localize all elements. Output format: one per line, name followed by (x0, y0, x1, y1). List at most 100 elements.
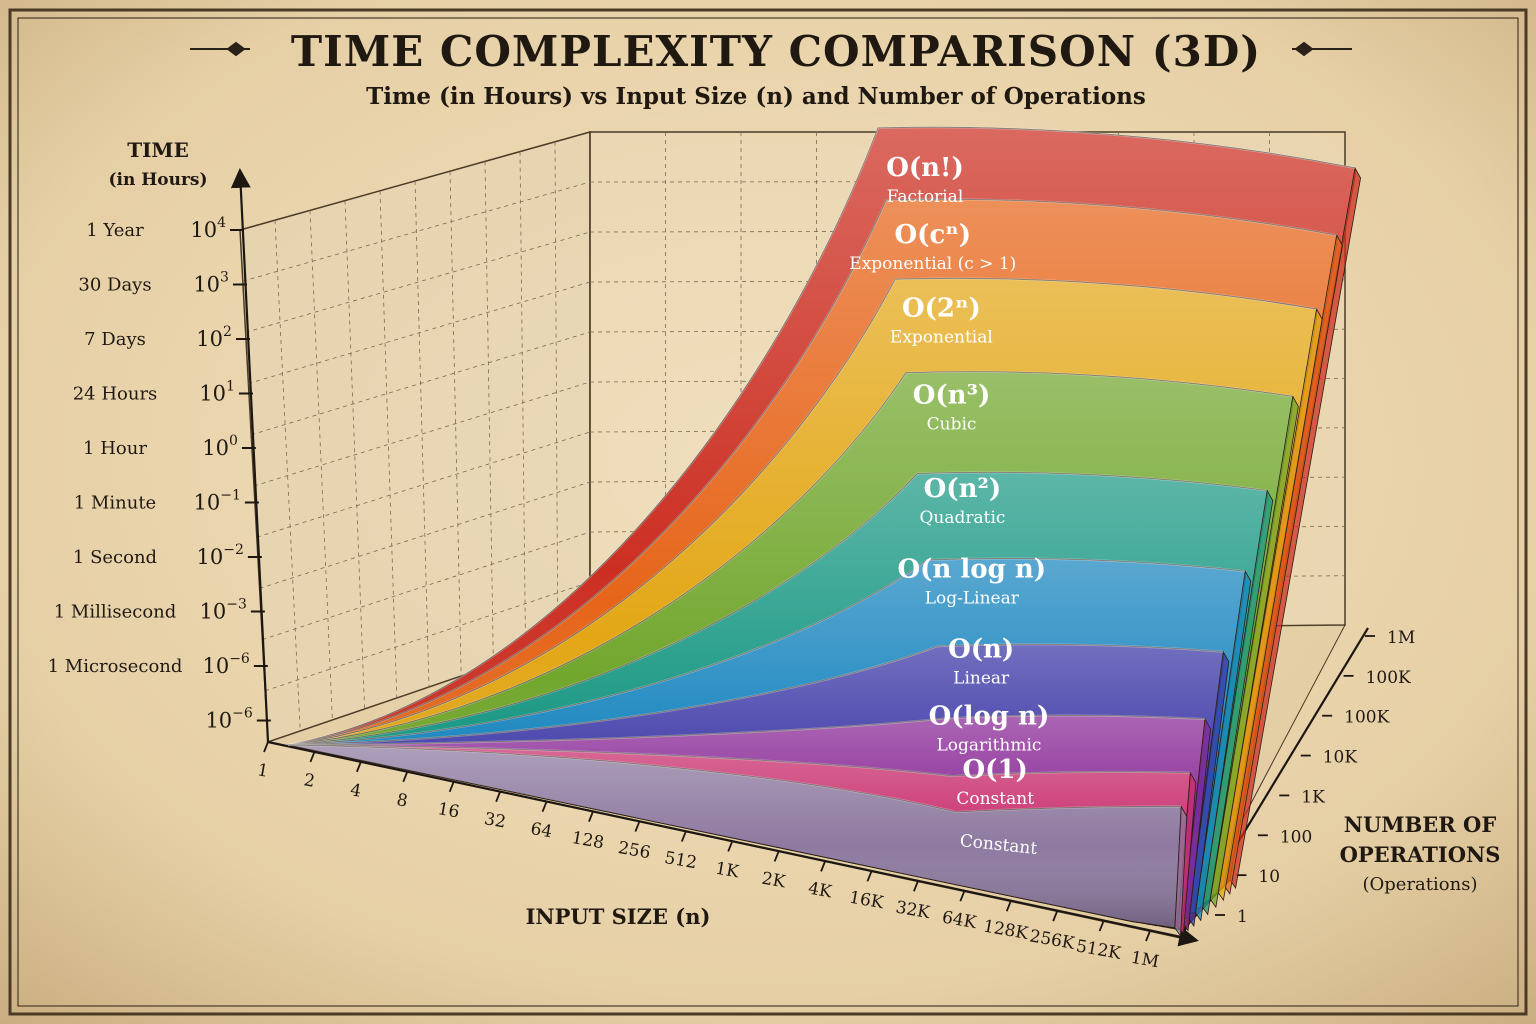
series-name: Cubic (927, 414, 977, 434)
y-tick-name: 30 Days (78, 275, 151, 296)
grid-line (245, 231, 591, 333)
series-notation: O(n log n) (898, 554, 1047, 584)
y-tick-name: 7 Days (84, 329, 146, 350)
grid-line (259, 481, 591, 589)
x-tick-mark (866, 870, 873, 882)
y-axis-line (230, 168, 270, 743)
x-tick-label: 4 (349, 780, 363, 802)
ribbon-side (1201, 489, 1274, 916)
grid-line (309, 210, 333, 721)
series-notation: O(n²) (924, 474, 1002, 504)
title-flourish-right (1292, 41, 1352, 57)
x-axis-title: INPUT SIZE (n) (526, 904, 711, 929)
z-tick-label: 10 (1258, 867, 1280, 887)
ribbon-shade (288, 745, 1182, 928)
ribbon-side (1194, 569, 1252, 922)
x-tick-mark (1052, 910, 1058, 922)
z-axis-title-line1: NUMBER OF (1344, 812, 1497, 837)
x-tick-mark (820, 861, 826, 872)
series-name: Factorial (887, 187, 964, 207)
y-tick-value: 101 (199, 379, 235, 406)
y-tick-value: 10−3 (199, 597, 246, 624)
x-tick-label: 1 (256, 760, 270, 782)
ribbon-edge (287, 557, 1246, 746)
z-tick-label: 10K (1323, 748, 1358, 768)
series-name: Exponential (c > 1) (849, 254, 1016, 274)
series-name: Constant (956, 789, 1034, 809)
x-tick-mark (913, 880, 919, 892)
z-tick-label: 100 (1280, 827, 1312, 847)
y-tick-name: 1 Hour (83, 438, 147, 459)
x-tick-mark (495, 791, 501, 803)
x-tick-mark (448, 781, 455, 793)
series-notation: O(n!) (886, 153, 964, 183)
x-tick-mark (680, 831, 687, 842)
x-tick-label: 8 (395, 790, 409, 812)
x-tick-mark (1098, 920, 1105, 932)
ribbon-side (1209, 395, 1299, 909)
y-tick-value: 10−1 (194, 488, 241, 515)
grid-line (248, 281, 591, 384)
y-tick-value: 10−6 (202, 651, 249, 678)
chart-title: TIME COMPLEXITY COMPARISON (3D) (291, 27, 1261, 76)
series-name: Quadratic (919, 508, 1005, 528)
inner-border (17, 17, 1519, 1007)
grid-line (262, 531, 591, 640)
x-tick-label: 1K (714, 859, 741, 883)
x-tick-mark (309, 751, 316, 763)
ribbon-edge (287, 744, 1191, 778)
x-tick-mark (1145, 930, 1151, 942)
y-tick-value: 103 (193, 270, 229, 297)
grid-line (251, 331, 591, 436)
grid-line (484, 161, 494, 666)
y-tick-name: 1 Year (86, 220, 144, 241)
ribbon-edge (287, 126, 1356, 746)
x-tick-label: 1M (1129, 948, 1160, 973)
x-tick-mark (588, 811, 594, 822)
series-notation: O(log n) (929, 702, 1050, 732)
y-tick-value: 10−6 (205, 706, 252, 733)
series-name: Exponential (890, 327, 993, 347)
z-tick-label: 100K (1366, 668, 1411, 688)
ribbon-edge (287, 198, 1337, 746)
ribbon-edge (287, 643, 1224, 746)
grid-line (554, 141, 559, 644)
x-tick-mark (402, 771, 409, 783)
x-tick-mark (356, 761, 362, 773)
y-tick-name: 1 Minute (74, 493, 156, 514)
y-axis-title: TIME (127, 138, 189, 162)
ribbon-edge (287, 744, 1182, 814)
x-tick-label: 2 (302, 770, 316, 792)
ribbon (287, 744, 1188, 938)
complexity-ribbons (287, 126, 1362, 938)
ribbon-edge (287, 370, 1293, 746)
series-notation: O(1) (963, 755, 1028, 785)
x-axis-line (267, 740, 1199, 947)
series-name: Log-Linear (925, 588, 1020, 608)
x-tick-mark (959, 890, 966, 902)
x-tick-label: 32 (483, 809, 508, 832)
x-tick-mark (1005, 900, 1012, 912)
z-tick-label: 100K (1344, 708, 1389, 728)
y-tick-value: 10−2 (197, 542, 244, 569)
y-axis-ticks: 1 Year 104 30 Days 103 7 Days 102 24 Hours 101 1… (48, 215, 271, 733)
x-tick-label: 16 (436, 799, 461, 822)
x-tick-label: 64 (529, 819, 554, 842)
z-axis-title-line2: OPERATIONS (1340, 842, 1501, 867)
x-tick-label: 4K (807, 879, 834, 903)
y-tick-value: 104 (190, 215, 226, 242)
ribbon-edge (287, 471, 1268, 746)
series-name: Linear (953, 669, 1010, 689)
grid-line (274, 220, 301, 732)
y-tick-value: 102 (196, 324, 232, 351)
x-tick-mark (263, 741, 269, 753)
ribbon-edge (287, 277, 1317, 746)
y-tick-name: 1 Microsecond (48, 656, 183, 677)
y-axis-subtitle: (in Hours) (108, 170, 207, 190)
y-tick-value: 100 (202, 433, 238, 460)
y-tick-name: 24 Hours (73, 384, 158, 405)
grid-line (253, 381, 591, 487)
